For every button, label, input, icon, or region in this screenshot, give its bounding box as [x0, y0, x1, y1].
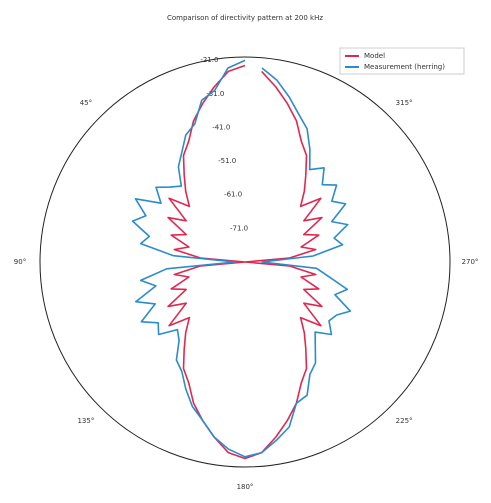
legend-label: Model — [364, 52, 385, 60]
r-tick-label: -51.0 — [218, 157, 236, 165]
r-tick-label: -71.0 — [230, 224, 248, 232]
series-line — [167, 64, 323, 460]
theta-tick-label: 315° — [396, 99, 413, 107]
legend-box — [339, 47, 465, 75]
chart-title: Comparison of directivity pattern at 200… — [167, 14, 323, 22]
theta-tick-label: 90° — [14, 258, 26, 266]
theta-tick-label: 225° — [396, 417, 413, 425]
theta-tick-label: 135° — [77, 417, 94, 425]
r-tick-label: -41.0 — [212, 123, 230, 131]
series-line — [131, 59, 352, 458]
legend-label: Measurement (herring) — [364, 63, 445, 71]
r-tick-label: -61.0 — [224, 191, 242, 199]
theta-tick-label: 180° — [237, 483, 254, 491]
r-tick-label: -31.0 — [206, 90, 224, 98]
r-tick-label: -21.0 — [200, 56, 218, 64]
polar-frame — [39, 56, 451, 468]
theta-tick-label: 270° — [462, 258, 479, 266]
theta-tick-label: 45° — [80, 99, 92, 107]
